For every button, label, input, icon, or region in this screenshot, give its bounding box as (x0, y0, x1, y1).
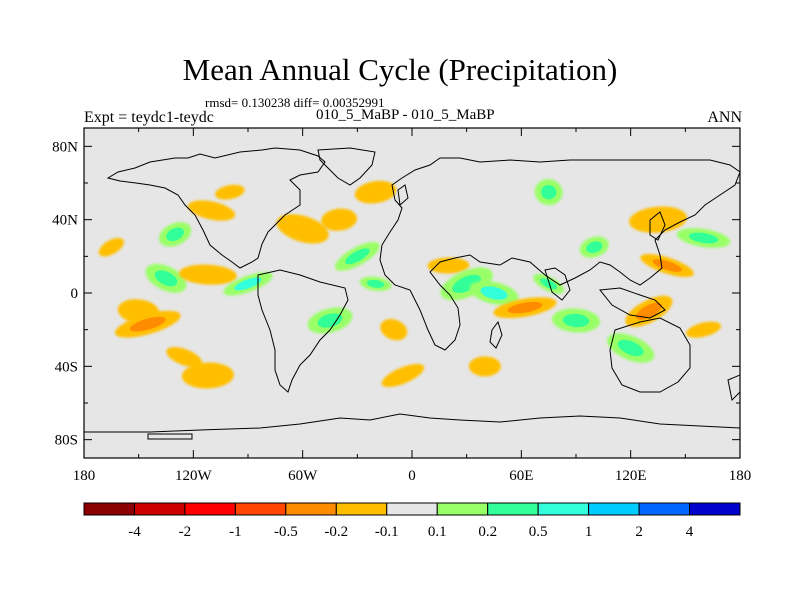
coastline-north-america (106, 147, 326, 269)
anomaly-core (586, 241, 603, 254)
x-tick-label: 0 (408, 468, 416, 484)
anomaly-core (345, 248, 370, 265)
axes: 180 120W 60W 0 60E 120E 180 80N 40N 0 40S 80S (52, 128, 751, 484)
anomaly-core (540, 184, 557, 200)
anomaly-core (198, 204, 225, 217)
anomaly-core (154, 270, 178, 287)
anomaly-core (436, 261, 460, 270)
x-tick-label: 180 (73, 468, 96, 484)
anomaly-core (364, 185, 388, 199)
colorbar-box (487, 502, 539, 516)
x-tick-label: 120E (615, 468, 647, 484)
anomaly-core (688, 232, 719, 244)
coastline-eurasia-africa (379, 157, 740, 351)
y-tick-label: 40S (55, 359, 78, 375)
coastline-uk (397, 184, 409, 206)
coastline-india (544, 267, 571, 301)
y-tick-label: 80N (52, 139, 78, 155)
coastline-new-zealand (727, 374, 740, 402)
anomaly-core (221, 188, 238, 197)
colorbar-box (638, 502, 691, 516)
anomaly-core (129, 316, 166, 332)
anomaly-core (635, 302, 662, 320)
chart-title: Mean Annual Cycle (Precipitation) (182, 52, 618, 87)
colorbar-box (386, 502, 438, 516)
colorbar-box (436, 502, 489, 516)
chart-subtitle: 010_5_MaBP - 010_5_MaBP (316, 107, 495, 123)
coastline-ice-shelf (147, 433, 193, 440)
colorbar-box (588, 502, 640, 516)
x-tick-label: 120W (175, 468, 213, 484)
experiment-label: Expt = teydc1-teydc (84, 109, 214, 126)
anomaly-core (391, 369, 415, 382)
x-tick-label: 60E (509, 468, 533, 484)
coastline-australia (609, 317, 691, 393)
anomaly-core (617, 339, 644, 357)
colorbar: -4 -2 -1 -0.5 -0.2 -0.1 0.1 0.2 0.5 1 2 4 (83, 502, 741, 540)
colorbar-label: -2 (179, 524, 192, 540)
colorbar-box (537, 502, 590, 516)
colorbar-box (689, 502, 741, 516)
anomaly-core (476, 360, 494, 372)
anomaly-core (191, 269, 224, 281)
y-tick-label: 40N (52, 213, 78, 229)
anomaly-layer (98, 179, 731, 389)
colorbar-box (133, 502, 186, 516)
colorbar-box (335, 502, 388, 516)
colorbar-label: -0.5 (274, 524, 298, 540)
coastline-greenland (317, 147, 376, 186)
anomaly-core (366, 279, 385, 288)
anomaly-core (234, 277, 262, 291)
anomaly-core (127, 304, 151, 319)
colorbar-label: 0.5 (529, 524, 548, 540)
anomaly-core (652, 259, 682, 272)
colorbar-label: 0.2 (478, 524, 497, 540)
colorbar-label: -4 (128, 524, 141, 540)
colorbar-box (234, 502, 287, 516)
y-tick-label: 0 (71, 286, 79, 302)
colorbar-label: 4 (686, 524, 694, 540)
anomaly-core (386, 323, 402, 336)
colorbar-box (285, 502, 337, 516)
x-tick-label: 60W (288, 468, 318, 484)
anomaly-core (507, 301, 543, 314)
anomaly-core (540, 278, 558, 290)
colorbar-label: 2 (635, 524, 643, 540)
coastline-antarctica (84, 413, 740, 433)
colorbar-box (83, 502, 135, 516)
colorbar-label: -0.2 (324, 524, 348, 540)
colorbar-label: -1 (229, 524, 242, 540)
coastline-madagascar (489, 320, 503, 349)
anomaly-core (193, 368, 223, 383)
colorbar-label: 1 (585, 524, 593, 540)
anomaly-core (452, 274, 482, 293)
anomaly-core (104, 242, 119, 253)
colorbar-label: 0.1 (428, 524, 447, 540)
colorbar-box (184, 502, 236, 516)
anomaly-core (288, 220, 318, 237)
coastlines (84, 147, 740, 440)
y-tick-label: 80S (55, 433, 78, 449)
coastline-japan (649, 211, 666, 241)
anomaly-core (562, 313, 590, 328)
anomaly-core (329, 213, 349, 226)
anomaly-core (693, 325, 714, 335)
season-label: ANN (707, 109, 742, 126)
anomaly-core (317, 313, 343, 328)
stats-text: rmsd= 0.130238 diff= 0.00352991 (205, 95, 385, 110)
anomaly-core (174, 351, 195, 363)
coastline-south-america (257, 269, 349, 393)
anomaly-core (480, 286, 508, 300)
coastline-indonesia (599, 287, 666, 319)
anomaly-core (166, 227, 184, 242)
colorbar-label: -0.1 (375, 524, 399, 540)
x-tick-label: 180 (729, 468, 752, 484)
